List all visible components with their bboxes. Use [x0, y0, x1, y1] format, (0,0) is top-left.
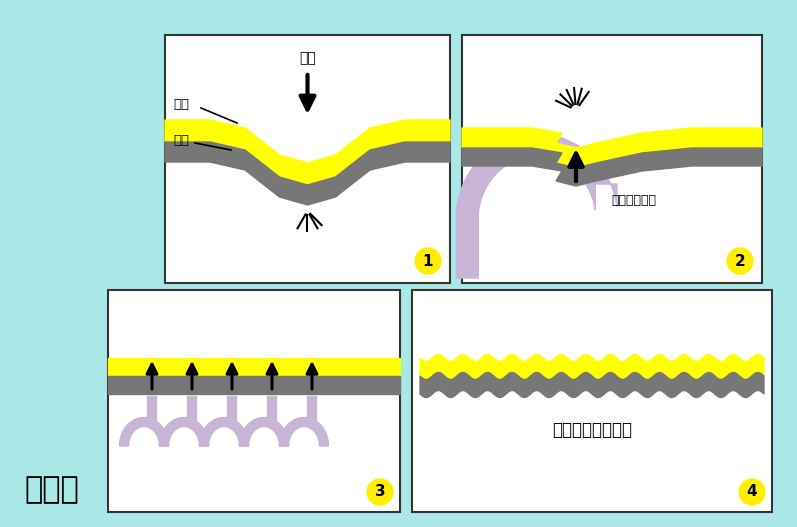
Text: 钢板: 钢板: [173, 133, 189, 147]
Text: 4: 4: [747, 484, 757, 500]
Polygon shape: [108, 376, 400, 394]
Circle shape: [415, 248, 441, 274]
Text: 漆面: 漆面: [173, 99, 189, 112]
Circle shape: [727, 248, 753, 274]
Polygon shape: [308, 396, 316, 424]
Polygon shape: [108, 358, 400, 376]
Circle shape: [739, 479, 765, 505]
Polygon shape: [268, 396, 277, 424]
Polygon shape: [120, 417, 168, 446]
Bar: [462, 35, 762, 283]
Polygon shape: [280, 417, 328, 446]
Polygon shape: [420, 355, 764, 379]
Circle shape: [367, 479, 393, 505]
Polygon shape: [199, 417, 249, 446]
Bar: [412, 290, 772, 512]
Text: 3: 3: [375, 484, 385, 500]
Text: 直至凹陷融入车漆: 直至凹陷融入车漆: [552, 421, 632, 439]
Text: 1: 1: [422, 253, 434, 268]
Polygon shape: [187, 396, 197, 424]
Text: 凹陷: 凹陷: [299, 51, 316, 65]
Polygon shape: [420, 373, 764, 397]
Polygon shape: [457, 134, 617, 278]
Text: 挤压工具前端: 挤压工具前端: [611, 193, 656, 207]
Polygon shape: [165, 120, 450, 185]
Polygon shape: [165, 142, 450, 205]
Polygon shape: [240, 417, 289, 446]
Polygon shape: [227, 396, 237, 424]
Text: 2: 2: [735, 253, 745, 268]
Bar: [165, 35, 450, 283]
Bar: [108, 290, 400, 512]
Text: 飞斯特: 飞斯特: [25, 475, 80, 504]
Polygon shape: [462, 148, 762, 186]
Polygon shape: [159, 417, 209, 446]
Polygon shape: [462, 128, 762, 168]
Polygon shape: [147, 396, 156, 424]
